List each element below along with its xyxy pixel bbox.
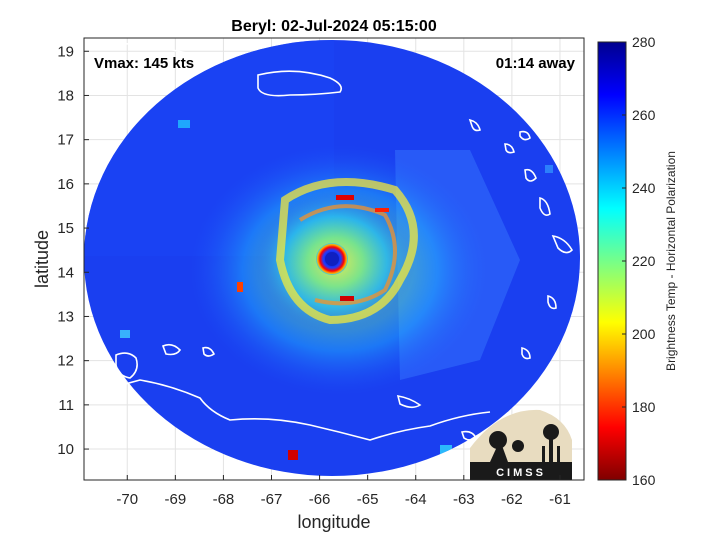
- colorbar-tick-label: 160: [632, 472, 656, 488]
- y-tick-label: 10: [57, 441, 74, 458]
- y-tick-label: 11: [58, 397, 74, 414]
- y-tick-label: 13: [57, 308, 74, 325]
- colorbar-tick-label: 180: [632, 399, 656, 415]
- x-tick-label: -63: [453, 491, 475, 508]
- colorbar-gradient: [597, 41, 627, 481]
- x-tick-label: -69: [165, 491, 187, 508]
- cimss-logo: CIMSS: [470, 409, 572, 480]
- x-tick-label: -62: [501, 491, 523, 508]
- y-tick-label: 12: [57, 353, 74, 370]
- axes-frame: [83, 37, 585, 481]
- y-tick-label: 15: [57, 220, 74, 237]
- y-tick-label: 18: [57, 87, 74, 104]
- colorbar-label: Brightness Temp - Horizontal Polarizatio…: [664, 151, 678, 371]
- colorbar-ticks: 160 180 200 220 240 260 280: [622, 34, 656, 488]
- y-tick-label: 19: [57, 43, 74, 60]
- x-tick-label: -66: [309, 491, 331, 508]
- y-tick-label: 17: [57, 132, 74, 149]
- x-axis-label: longitude: [297, 512, 370, 532]
- logo-text: CIMSS: [496, 467, 546, 479]
- colorbar-tick-label: 240: [632, 180, 656, 196]
- x-tick-label: -61: [549, 491, 571, 508]
- vmax-annotation: Vmax: 145 kts: [94, 55, 194, 72]
- coastlines: [84, 42, 574, 441]
- x-tick-label: -68: [213, 491, 235, 508]
- y-axis-label: latitude: [32, 230, 52, 288]
- x-tick-label: -70: [116, 491, 138, 508]
- x-tick-label: -64: [405, 491, 427, 508]
- y-axis: 10 11 12 13 14 15 16 17 18 19: [57, 43, 89, 458]
- y-tick-label: 14: [57, 264, 74, 281]
- y-tick-label: 16: [57, 176, 74, 193]
- colorbar: 160 180 200 220 240 260 280 Brightness Temp - …: [597, 34, 678, 488]
- x-tick-label: -67: [261, 491, 283, 508]
- colorbar-tick-label: 280: [632, 34, 656, 50]
- x-axis: -70 -69 -68 -67 -66 -65 -64 -63 -62 -61: [116, 475, 571, 508]
- time-away-annotation: 01:14 away: [496, 55, 576, 72]
- x-tick-label: -65: [357, 491, 379, 508]
- colorbar-tick-label: 200: [632, 326, 656, 342]
- chart-title: Beryl: 02-Jul-2024 05:15:00: [231, 18, 437, 35]
- colorbar-tick-label: 260: [632, 107, 656, 123]
- colorbar-tick-label: 220: [632, 253, 656, 269]
